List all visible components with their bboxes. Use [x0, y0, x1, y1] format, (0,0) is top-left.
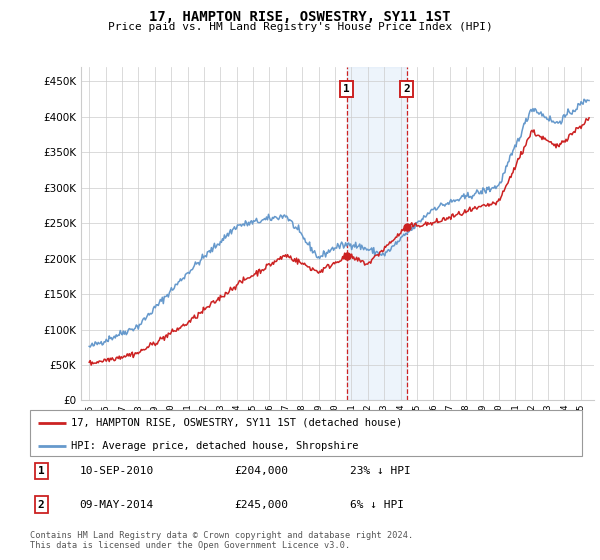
- Text: 1: 1: [343, 84, 350, 94]
- Text: £245,000: £245,000: [234, 500, 288, 510]
- Text: 10-SEP-2010: 10-SEP-2010: [80, 466, 154, 476]
- Text: £204,000: £204,000: [234, 466, 288, 476]
- Text: 2: 2: [38, 500, 44, 510]
- Text: 09-MAY-2014: 09-MAY-2014: [80, 500, 154, 510]
- Text: 2: 2: [403, 84, 410, 94]
- Text: 23% ↓ HPI: 23% ↓ HPI: [350, 466, 411, 476]
- Text: 17, HAMPTON RISE, OSWESTRY, SY11 1ST: 17, HAMPTON RISE, OSWESTRY, SY11 1ST: [149, 10, 451, 24]
- Text: 1: 1: [38, 466, 44, 476]
- Text: HPI: Average price, detached house, Shropshire: HPI: Average price, detached house, Shro…: [71, 441, 359, 451]
- Bar: [347, 67, 407, 400]
- Text: 6% ↓ HPI: 6% ↓ HPI: [350, 500, 404, 510]
- Text: 17, HAMPTON RISE, OSWESTRY, SY11 1ST (detached house): 17, HAMPTON RISE, OSWESTRY, SY11 1ST (de…: [71, 418, 403, 428]
- Text: Contains HM Land Registry data © Crown copyright and database right 2024.
This d: Contains HM Land Registry data © Crown c…: [30, 530, 413, 550]
- FancyBboxPatch shape: [30, 410, 582, 456]
- Text: Price paid vs. HM Land Registry's House Price Index (HPI): Price paid vs. HM Land Registry's House …: [107, 22, 493, 32]
